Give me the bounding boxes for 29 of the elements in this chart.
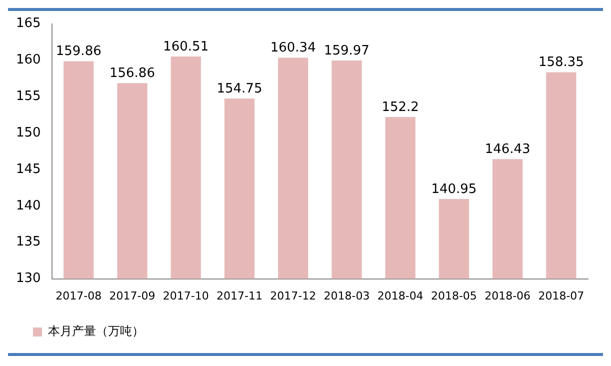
data-label: 154.75 xyxy=(216,81,262,96)
x-tick-label: 2018-04 xyxy=(377,289,424,302)
x-tick-label: 2017-12 xyxy=(270,289,316,302)
data-label: 158.35 xyxy=(538,55,584,70)
x-tick-label: 2017-09 xyxy=(109,289,156,302)
y-tick-label: 145 xyxy=(16,162,41,177)
x-tick-label: 2018-03 xyxy=(324,289,370,302)
y-tick-label: 155 xyxy=(16,89,41,104)
data-label: 159.86 xyxy=(56,44,102,60)
x-tick-label: 2018-07 xyxy=(538,289,584,302)
x-tick-label: 2018-06 xyxy=(484,289,531,302)
legend-label: 本月产量（万吨） xyxy=(48,324,144,338)
x-tick-label: 2017-10 xyxy=(162,289,209,302)
data-label: 152.2 xyxy=(382,100,419,115)
y-tick-label: 150 xyxy=(16,125,41,140)
data-label: 146.43 xyxy=(484,142,530,157)
data-label: 156.86 xyxy=(109,66,155,81)
x-tick-label: 2017-11 xyxy=(216,289,262,302)
x-tick-label: 2018-05 xyxy=(430,289,477,302)
y-tick-label: 165 xyxy=(16,16,41,32)
data-label: 159.97 xyxy=(324,43,370,58)
y-tick-label: 160 xyxy=(16,52,41,68)
y-tick-label: 135 xyxy=(16,234,41,250)
data-label: 160.51 xyxy=(163,39,209,54)
y-tick-label: 130 xyxy=(16,271,41,286)
data-label: 140.95 xyxy=(431,182,477,197)
data-label: 160.34 xyxy=(270,40,316,56)
x-tick-label: 2017-08 xyxy=(56,289,102,302)
y-tick-label: 140 xyxy=(16,198,41,214)
